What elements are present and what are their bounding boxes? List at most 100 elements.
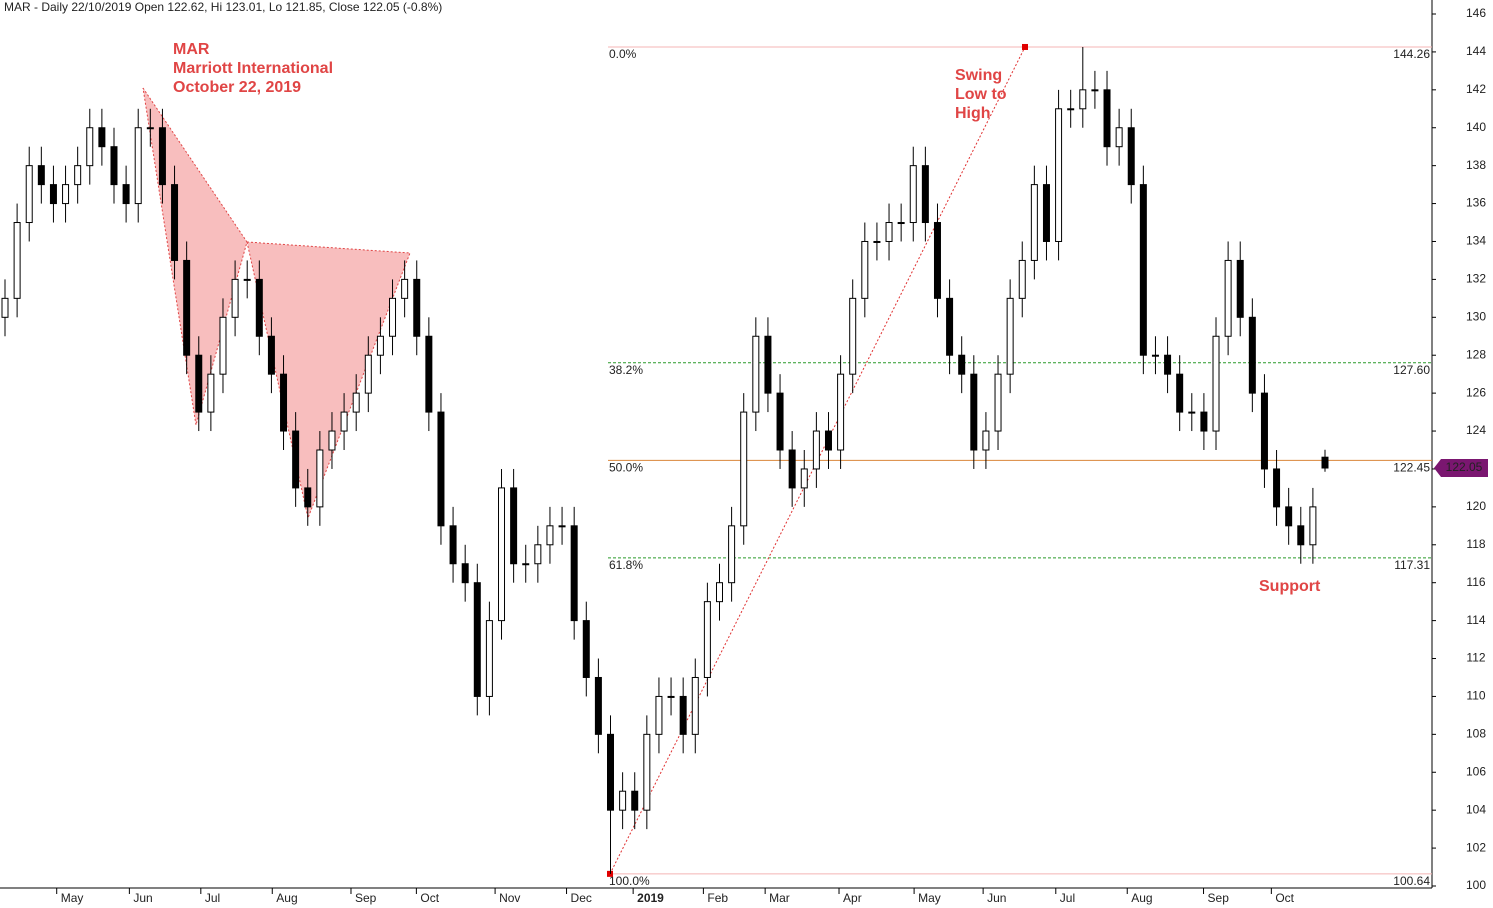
candle-body (122, 184, 130, 205)
candle-body (1321, 456, 1329, 469)
candle-body (679, 695, 687, 735)
candle-body (328, 430, 336, 451)
candle-body (728, 525, 736, 584)
candle-body (243, 278, 251, 281)
candle-body (1248, 316, 1256, 394)
y-tick-label: 118 (1466, 537, 1485, 551)
fib-ratio-label: 61.8% (609, 558, 643, 572)
candle-body (788, 449, 796, 489)
candle-body (376, 335, 384, 356)
annotation: High (955, 105, 991, 122)
fib-price-label: 100.64 (1393, 874, 1430, 888)
candle-body (619, 790, 627, 811)
x-tick-label: Nov (499, 891, 520, 905)
candle-body (183, 259, 191, 356)
candle-body (1067, 108, 1075, 111)
candle-body (1127, 127, 1135, 186)
candle-body (909, 165, 917, 224)
candle-body (885, 222, 893, 242)
candle-body (861, 240, 869, 299)
candle-body (1224, 259, 1232, 337)
candle-body (425, 335, 433, 413)
candle-body (582, 620, 590, 678)
candle-body (1079, 89, 1087, 110)
candle-body (764, 335, 772, 394)
candle-body (195, 354, 203, 413)
candle-body (946, 297, 954, 356)
candle-body (1297, 525, 1305, 546)
x-tick-label: Apr (843, 891, 862, 905)
x-tick-label: Jul (205, 891, 220, 905)
swing-anchor (607, 870, 613, 877)
candle-body (25, 165, 33, 224)
y-tick-label: 132 (1466, 272, 1486, 286)
x-tick-label: Dec (571, 891, 592, 905)
candle-body (364, 354, 372, 394)
candle-body (1285, 506, 1293, 527)
x-tick-label: Aug (276, 891, 297, 905)
candle-body (1273, 468, 1281, 508)
candle-body (207, 373, 215, 413)
candle-body (352, 392, 360, 413)
candle-body (389, 297, 397, 337)
y-tick-label: 116 (1466, 575, 1485, 589)
candle-body (304, 487, 312, 508)
candle-body (691, 676, 699, 735)
y-tick-label: 130 (1466, 309, 1486, 323)
y-tick-label: 102 (1466, 840, 1486, 854)
candle-body (837, 373, 845, 451)
fib-price-label: 127.60 (1393, 363, 1430, 377)
candle-body (49, 184, 57, 205)
candles (1, 46, 1329, 874)
y-tick-label: 144 (1466, 44, 1486, 58)
x-tick-label: Oct (1275, 891, 1294, 905)
candle-body (74, 165, 82, 186)
candle-body (449, 525, 457, 565)
y-tick-label: 124 (1466, 423, 1486, 437)
x-tick-label: Feb (707, 891, 728, 905)
candle-body (146, 127, 154, 130)
y-tick-label: 114 (1466, 613, 1485, 627)
swing-anchor (1022, 43, 1028, 50)
x-tick-label: 2019 (637, 891, 664, 905)
candle-body (413, 278, 421, 337)
candle-body (316, 449, 324, 508)
candle-body (594, 676, 602, 735)
candle-body (800, 468, 808, 489)
x-tick-label: Aug (1131, 891, 1152, 905)
candle-body (1006, 297, 1014, 375)
pattern-triangle (142, 87, 248, 426)
candle-body (1091, 89, 1099, 92)
candle-body (740, 411, 748, 527)
candle-body (510, 487, 518, 565)
candle-body (231, 278, 239, 318)
candle-body (171, 184, 179, 261)
y-tick-label: 100 (1466, 878, 1486, 892)
annotation: Swing (955, 67, 1002, 84)
y-tick-label: 128 (1466, 347, 1486, 361)
x-tick-label: Mar (769, 891, 790, 905)
candle-body (921, 165, 929, 224)
candle-body (1309, 506, 1317, 546)
candle-body (667, 695, 675, 698)
candle-body (98, 127, 106, 148)
candle-body (752, 335, 760, 413)
candle-body (982, 430, 990, 451)
candle-body (292, 430, 300, 489)
candle-body (849, 297, 857, 375)
candle-body (522, 563, 530, 566)
x-tick-label: Sep (1208, 891, 1230, 905)
candle-body (437, 411, 445, 527)
fib-ratio-label: 50.0% (609, 461, 643, 475)
candle-body (873, 240, 881, 243)
y-tick-label: 112 (1466, 651, 1485, 665)
candle-body (1164, 354, 1172, 375)
candle-body (643, 733, 651, 811)
x-tick-label: May (61, 891, 84, 905)
x-tick-label: Oct (420, 891, 439, 905)
candle-body (219, 316, 227, 375)
candle-body (473, 582, 481, 697)
candle-body (655, 695, 663, 735)
y-tick-label: 142 (1466, 82, 1486, 96)
candle-body (86, 127, 94, 167)
